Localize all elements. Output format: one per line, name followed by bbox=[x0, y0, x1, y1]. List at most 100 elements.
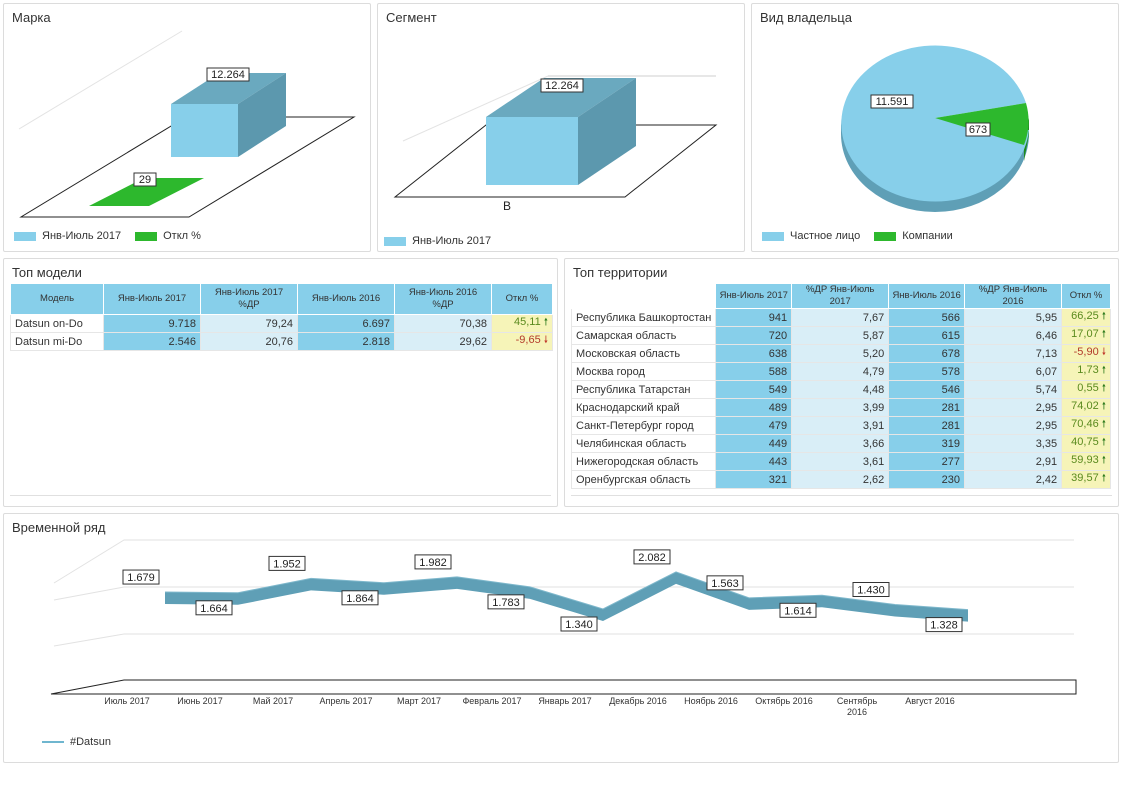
data-label: 1.430 bbox=[852, 582, 890, 597]
brand-bar-value-label: 12.264 bbox=[211, 69, 245, 81]
data-label: 1.864 bbox=[341, 590, 379, 606]
models-col-header[interactable]: Модель bbox=[10, 283, 104, 315]
data-label: 1.952 bbox=[268, 555, 306, 571]
brand-legend: Янв-Июль 2017 Откл % bbox=[14, 230, 215, 242]
value-2016: 6.697 bbox=[297, 314, 395, 333]
segment-legend-item[interactable]: Янв-Июль 2017 bbox=[384, 235, 491, 247]
row-name: Краснодарский край bbox=[570, 398, 717, 417]
table-row[interactable]: Нижегородская область 443 3,61 277 2,91 59,93… bbox=[570, 452, 1111, 471]
territory-col-header[interactable]: %ДР Янв-Июль 2017 bbox=[791, 283, 890, 309]
x-tick-label: Ноябрь 2016 bbox=[684, 696, 738, 706]
value-2016: 281 bbox=[888, 398, 965, 417]
brand-panel: Марка 12.264 29 Янв-Июль 2017 Откл % bbox=[3, 3, 371, 252]
table-row[interactable]: Республика Башкортостан 941 7,67 566 5,95 66,… bbox=[570, 308, 1111, 327]
grid-line bbox=[53, 539, 1074, 584]
arrow-up-icon: 🠕 bbox=[1101, 473, 1106, 484]
models-col-header[interactable]: Откл % bbox=[491, 283, 553, 315]
deviation-value: 66,25 bbox=[1071, 310, 1099, 322]
deviation-value: 0,55 bbox=[1077, 382, 1099, 394]
deviation-cell: 40,75 🠕 bbox=[1061, 434, 1111, 453]
share-2016: 3,35 bbox=[963, 434, 1063, 453]
table-row[interactable]: Datsun on-Do 9.718 79,24 6.697 70,38 45,11 🠕 bbox=[10, 314, 553, 333]
table-row[interactable]: Московская область 638 5,20 678 7,13 -5,90 🠗 bbox=[570, 344, 1111, 363]
value-2016: 615 bbox=[888, 326, 965, 345]
data-label-text: 2.082 bbox=[638, 552, 666, 564]
x-tick-label: Октябрь 2016 bbox=[755, 696, 812, 706]
brand-small-bar[interactable] bbox=[89, 178, 204, 206]
legend-label: Частное лицо bbox=[790, 230, 861, 242]
data-label-text: 1.614 bbox=[784, 605, 812, 617]
deviation-value: -5,90 bbox=[1073, 346, 1099, 358]
owner-legend-item[interactable]: Частное лицо bbox=[762, 230, 860, 242]
share-2016: 2,95 bbox=[963, 398, 1063, 417]
brand-bar-front[interactable] bbox=[171, 104, 238, 157]
brand-legend-item[interactable]: Янв-Июль 2017 bbox=[14, 230, 121, 242]
share-2017: 20,76 bbox=[200, 332, 298, 351]
table-row[interactable]: Оренбургская область 321 2,62 230 2,42 39,57 🠕 bbox=[570, 470, 1111, 489]
series-ribbon-datsun[interactable] bbox=[165, 571, 968, 622]
brand-legend-item[interactable]: Откл % bbox=[135, 230, 201, 242]
x-tick-label: Март 2017 bbox=[397, 696, 441, 706]
legend-swatch bbox=[874, 231, 897, 241]
segment-bar-value-label: 12.264 bbox=[545, 80, 579, 92]
arrow-up-icon: 🠕 bbox=[543, 317, 548, 328]
data-label: 1.340 bbox=[560, 616, 598, 632]
table-row[interactable]: Самарская область 720 5,87 615 6,46 17,07 🠕 bbox=[570, 326, 1111, 345]
table-row[interactable]: Datsun mi-Do 2.546 20,76 2.818 29,62 -9,65 🠗 bbox=[10, 332, 553, 351]
brand-panel-title: Марка bbox=[12, 10, 51, 25]
share-2017: 4,48 bbox=[791, 380, 890, 399]
timeseries-chart: 1.679 1.664 1.952 1.864 1.982 1.783 1.340 2.082… bbox=[50, 539, 1077, 717]
territory-col-header[interactable]: Янв-Июль 2017 bbox=[715, 283, 793, 309]
deviation-value: 1,73 bbox=[1077, 364, 1099, 376]
deviation-cell: 45,11 🠕 bbox=[491, 314, 553, 333]
table-row[interactable]: Краснодарский край 489 3,99 281 2,95 74,02 🠕 bbox=[570, 398, 1111, 417]
value-2017: 2.546 bbox=[103, 332, 201, 351]
value-2017: 9.718 bbox=[103, 314, 201, 333]
value-2017: 588 bbox=[715, 362, 793, 381]
share-2017: 2,62 bbox=[791, 470, 890, 489]
deviation-value: 74,02 bbox=[1071, 400, 1099, 412]
x-tick-label: Январь 2017 bbox=[538, 696, 591, 706]
legend-label: Компании bbox=[902, 230, 953, 242]
arrow-up-icon: 🠕 bbox=[1101, 329, 1106, 340]
arrow-up-icon: 🠕 bbox=[1101, 455, 1106, 466]
models-col-header[interactable]: Янв-Июль 2017 bbox=[103, 283, 201, 315]
owner-legend-item[interactable]: Компании bbox=[874, 230, 953, 242]
models-col-header[interactable]: Янв-Июль 2016 bbox=[297, 283, 395, 315]
share-2016: 2,91 bbox=[963, 452, 1063, 471]
legend-swatch bbox=[42, 741, 64, 743]
territory-col-header[interactable]: Янв-Июль 2016 bbox=[888, 283, 965, 309]
arrow-up-icon: 🠕 bbox=[1101, 401, 1106, 412]
arrow-up-icon: 🠕 bbox=[1101, 311, 1106, 322]
value-2017: 549 bbox=[715, 380, 793, 399]
share-2017: 3,99 bbox=[791, 398, 890, 417]
timeseries-legend-item[interactable]: #Datsun bbox=[42, 736, 111, 748]
row-name: Санкт-Петербург город bbox=[570, 416, 717, 435]
row-name: Республика Татарстан bbox=[570, 380, 717, 399]
table-row[interactable]: Челябинская область 449 3,66 319 3,35 40,75 🠕 bbox=[570, 434, 1111, 453]
segment-panel-title: Сегмент bbox=[386, 10, 437, 25]
models-col-header[interactable]: Янв-Июль 2017 %ДР bbox=[200, 283, 298, 315]
table-row[interactable]: Республика Татарстан 549 4,48 546 5,74 0,55 🠕 bbox=[570, 380, 1111, 399]
data-label-text: 1.328 bbox=[930, 620, 958, 632]
share-2016: 2,42 bbox=[963, 470, 1063, 489]
data-label-text: 1.783 bbox=[492, 597, 520, 609]
owner-panel-title: Вид владельца bbox=[760, 10, 852, 25]
share-2017: 4,79 bbox=[791, 362, 890, 381]
share-2017: 5,20 bbox=[791, 344, 890, 363]
models-col-header[interactable]: Янв-Июль 2016 %ДР bbox=[394, 283, 492, 315]
value-2016: 566 bbox=[888, 308, 965, 327]
pie-slice-private[interactable] bbox=[841, 45, 1029, 202]
data-label-text: 1.340 bbox=[565, 619, 593, 631]
territory-col-header[interactable]: %ДР Янв-Июль 2016 bbox=[963, 283, 1063, 309]
table-row[interactable]: Санкт-Петербург город 479 3,91 281 2,95 70,46… bbox=[570, 416, 1111, 435]
deviation-cell: 59,93 🠕 bbox=[1061, 452, 1111, 471]
value-2016: 578 bbox=[888, 362, 965, 381]
share-2017: 3,91 bbox=[791, 416, 890, 435]
territory-col-header[interactable]: Откл % bbox=[1061, 283, 1111, 309]
grid-line bbox=[53, 586, 1074, 601]
table-row[interactable]: Москва город 588 4,79 578 6,07 1,73 🠕 bbox=[570, 362, 1111, 381]
value-2016: 281 bbox=[888, 416, 965, 435]
segment-legend: Янв-Июль 2017 bbox=[384, 235, 505, 247]
segment-bar-front[interactable] bbox=[486, 117, 578, 185]
